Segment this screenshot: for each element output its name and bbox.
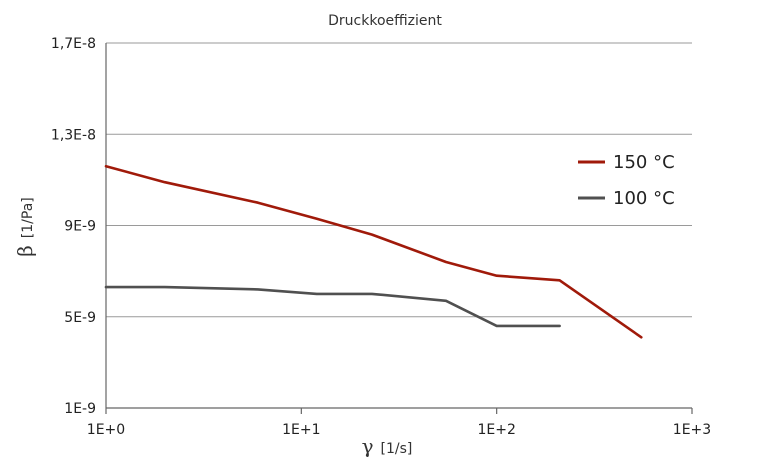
legend-label: 100 °C bbox=[613, 188, 675, 209]
y-tick-label: 1,7E-8 bbox=[51, 36, 96, 52]
y-axis-unit: [1/Pa] bbox=[20, 197, 36, 238]
x-tick-labels: 1E+0 1E+1 1E+2 1E+3 bbox=[87, 422, 711, 438]
y-tick-label: 1E-9 bbox=[64, 401, 96, 417]
y-tick-label: 5E-9 bbox=[64, 310, 96, 326]
series-lines bbox=[104, 164, 643, 339]
y-tick-labels: 1E-9 5E-9 9E-9 1,3E-8 1,7E-8 bbox=[51, 36, 96, 417]
x-tick-label: 1E+2 bbox=[477, 422, 515, 438]
x-axis-symbol: γ bbox=[362, 434, 374, 458]
y-tick-label: 9E-9 bbox=[64, 219, 96, 235]
y-axis-label: β [1/Pa] bbox=[13, 197, 37, 257]
x-axis-label: γ [1/s] bbox=[362, 434, 413, 458]
series-line-0 bbox=[104, 164, 643, 339]
x-tick-label: 1E+3 bbox=[673, 422, 711, 438]
y-tick-label: 1,3E-8 bbox=[51, 127, 96, 143]
legend-label: 150 °C bbox=[613, 152, 675, 173]
x-tick-label: 1E+1 bbox=[282, 422, 320, 438]
chart-title: Druckkoeffizient bbox=[328, 13, 442, 29]
legend: 150 °C 100 °C bbox=[578, 152, 675, 209]
axes bbox=[105, 43, 693, 414]
grid-lines bbox=[106, 42, 692, 318]
series-line-1 bbox=[104, 285, 561, 328]
x-tick-label: 1E+0 bbox=[87, 422, 125, 438]
svg-text:β [1/Pa]: β [1/Pa] bbox=[13, 197, 37, 257]
svg-text:γ [1/s]: γ [1/s] bbox=[362, 434, 413, 458]
x-axis-unit: [1/s] bbox=[381, 441, 413, 457]
y-axis-symbol: β bbox=[13, 245, 37, 257]
